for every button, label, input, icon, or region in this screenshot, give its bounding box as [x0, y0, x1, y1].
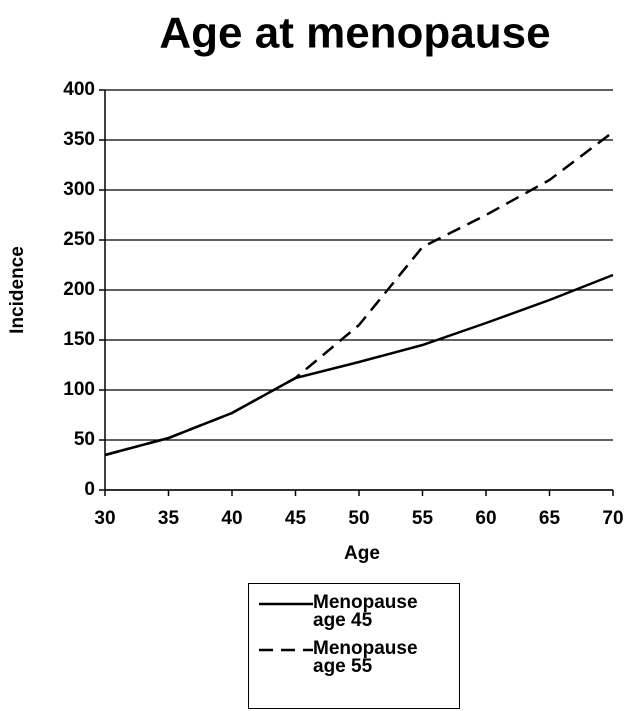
x-axis-label: Age [344, 543, 380, 564]
x-tick-label: 30 [94, 508, 115, 529]
legend-swatch [259, 648, 313, 652]
line-series [104, 273, 614, 457]
line-series [104, 131, 614, 457]
y-tick-label: 400 [63, 79, 95, 100]
y-axis-label: Incidence [7, 246, 28, 334]
x-tick-label: 55 [412, 508, 434, 529]
chart: Age at menopause Age Incidence 0 50 100 150… [7, 9, 624, 564]
y-tick-label: 0 [84, 479, 95, 500]
legend-entry: Menopause age 45 [257, 592, 459, 631]
y-tick-label: 150 [63, 329, 95, 350]
legend-entry: Menopause age 55 [257, 638, 459, 677]
x-tick-label: 50 [348, 508, 369, 529]
y-tick-label: 250 [63, 229, 95, 250]
x-tick-label: 45 [285, 508, 307, 529]
x-tick-label: 65 [539, 508, 561, 529]
x-tick-label: 35 [158, 508, 180, 529]
y-tick-label: 300 [63, 179, 95, 200]
y-tick-label: 100 [63, 379, 95, 400]
y-tick-label: 50 [74, 429, 95, 450]
legend-label: Menopause age 55 [313, 638, 418, 677]
legend-swatch [259, 602, 313, 606]
y-tick-label: 200 [63, 279, 95, 300]
legend-label: Menopause age 45 [313, 592, 418, 631]
x-tick-label: 60 [475, 508, 496, 529]
x-tick-label: 70 [602, 508, 623, 529]
x-tick-label: 40 [221, 508, 242, 529]
y-tick-label: 350 [63, 129, 95, 150]
chart-title: Age at menopause [159, 9, 550, 58]
legend: Menopause age 45 Menopause age 55 [248, 583, 460, 709]
